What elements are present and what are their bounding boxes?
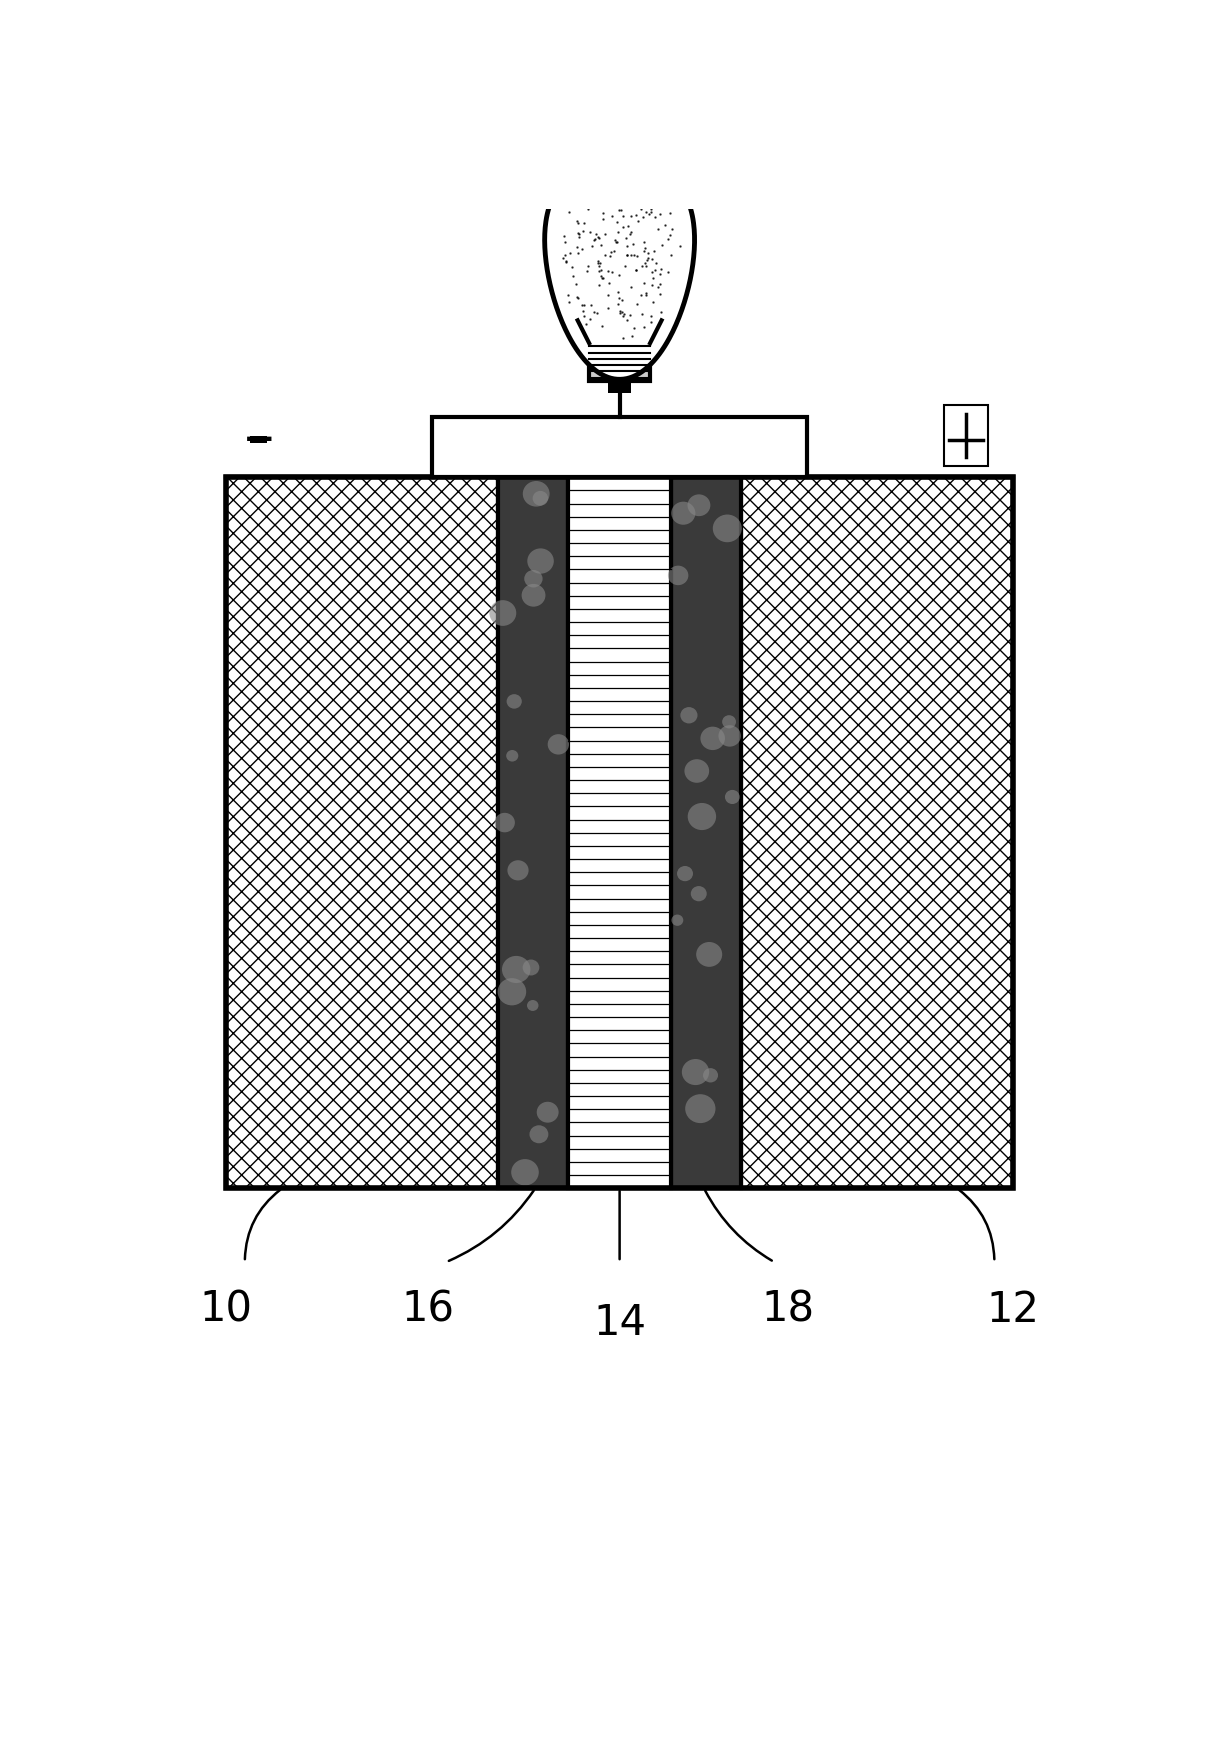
Bar bbox=[498, 477, 568, 1188]
Polygon shape bbox=[545, 165, 694, 380]
Ellipse shape bbox=[525, 570, 543, 587]
Ellipse shape bbox=[537, 1101, 559, 1122]
Ellipse shape bbox=[671, 502, 695, 524]
Ellipse shape bbox=[494, 814, 515, 833]
Bar bbox=[608, 381, 631, 392]
Text: −: − bbox=[243, 422, 276, 458]
Bar bbox=[433, 416, 808, 477]
Ellipse shape bbox=[502, 956, 531, 982]
Ellipse shape bbox=[700, 726, 725, 751]
Ellipse shape bbox=[667, 566, 688, 585]
Bar bbox=[568, 477, 671, 1188]
Bar bbox=[741, 477, 1013, 1188]
Ellipse shape bbox=[718, 725, 741, 747]
Ellipse shape bbox=[725, 789, 740, 805]
Bar bbox=[226, 477, 498, 1188]
Text: 10: 10 bbox=[199, 1289, 253, 1331]
Ellipse shape bbox=[522, 960, 539, 976]
Ellipse shape bbox=[527, 549, 554, 573]
Ellipse shape bbox=[686, 1094, 716, 1124]
Ellipse shape bbox=[508, 861, 528, 880]
Bar bbox=[250, 437, 267, 442]
Ellipse shape bbox=[671, 915, 683, 925]
Bar bbox=[944, 404, 988, 465]
Text: 16: 16 bbox=[401, 1289, 455, 1331]
Ellipse shape bbox=[530, 1125, 549, 1143]
Ellipse shape bbox=[696, 942, 722, 967]
Text: 14: 14 bbox=[594, 1303, 646, 1345]
Ellipse shape bbox=[522, 481, 550, 507]
Ellipse shape bbox=[688, 495, 711, 516]
Ellipse shape bbox=[533, 491, 548, 505]
Ellipse shape bbox=[498, 977, 526, 1005]
Bar bbox=[226, 477, 1013, 1188]
Ellipse shape bbox=[490, 601, 516, 625]
Ellipse shape bbox=[713, 514, 742, 542]
Bar bbox=[741, 477, 1013, 1188]
Ellipse shape bbox=[702, 1068, 718, 1082]
Ellipse shape bbox=[521, 584, 545, 606]
Ellipse shape bbox=[722, 716, 736, 728]
Ellipse shape bbox=[507, 693, 522, 709]
Ellipse shape bbox=[548, 733, 569, 754]
Ellipse shape bbox=[688, 803, 716, 831]
Ellipse shape bbox=[684, 760, 710, 782]
Text: 12: 12 bbox=[987, 1289, 1040, 1331]
Ellipse shape bbox=[681, 707, 698, 723]
Text: 18: 18 bbox=[762, 1289, 815, 1331]
Ellipse shape bbox=[690, 887, 707, 901]
Bar bbox=[671, 477, 741, 1188]
Ellipse shape bbox=[682, 1059, 710, 1085]
Ellipse shape bbox=[507, 751, 519, 761]
Bar bbox=[226, 477, 498, 1188]
Ellipse shape bbox=[527, 1000, 538, 1010]
Bar bbox=[589, 343, 650, 381]
Ellipse shape bbox=[677, 866, 693, 881]
Ellipse shape bbox=[511, 1158, 539, 1185]
